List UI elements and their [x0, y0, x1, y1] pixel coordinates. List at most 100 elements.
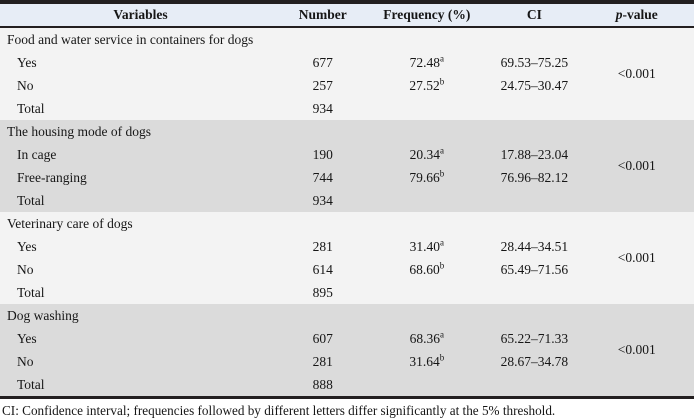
total-row: Total 934 — [0, 97, 694, 120]
number-cell: 677 — [312, 54, 333, 70]
number-cell: 895 — [312, 284, 333, 300]
section-food-water-service: Food and water service in containers for… — [0, 27, 694, 120]
p-value-cell: <0.001 — [617, 66, 656, 81]
col-header-number: Number — [298, 7, 347, 22]
significance-letter: b — [439, 76, 445, 86]
p-value-cell — [579, 97, 694, 120]
col-header-variables: Variables — [113, 7, 168, 22]
ci-cell — [489, 189, 579, 212]
table-row: Free-ranging 744 79.66b 76.96–82.12 — [0, 166, 694, 189]
frequency-value: 31.64 — [409, 353, 440, 369]
significance-letter: b — [439, 352, 445, 362]
table-footnote: CI: Confidence interval; frequencies fol… — [0, 399, 694, 419]
row-label: Yes — [17, 330, 37, 346]
number-cell: 934 — [312, 192, 333, 208]
ci-cell: 24.75–30.47 — [500, 77, 569, 93]
row-label: Total — [17, 376, 45, 392]
number-cell: 607 — [312, 330, 333, 346]
row-label: Total — [17, 192, 45, 208]
significance-letter: b — [439, 260, 445, 270]
ci-cell — [489, 281, 579, 304]
frequency-cell: 72.48a — [364, 51, 489, 74]
section-title: Food and water service in containers for… — [7, 31, 254, 47]
frequency-cell: 79.66b — [364, 166, 489, 189]
total-row: Total 895 — [0, 281, 694, 304]
frequency-cell — [364, 281, 489, 304]
table-row: Yes 677 72.48a 69.53–75.25 <0.001 — [0, 51, 694, 82]
ci-cell: 17.88–23.04 — [500, 146, 569, 162]
row-label: No — [17, 77, 34, 93]
table-header: Variables Number Frequency (%) CI p-valu… — [0, 2, 694, 27]
row-label: Yes — [17, 54, 37, 70]
p-italic: p — [615, 7, 623, 22]
number-cell: 281 — [312, 238, 333, 254]
number-cell: 281 — [312, 353, 333, 369]
p-value-cell — [579, 373, 694, 398]
number-cell: 190 — [312, 146, 333, 162]
number-cell: 744 — [312, 169, 333, 185]
table-row: No 614 68.60b 65.49–71.56 — [0, 258, 694, 281]
p-suffix: -value — [622, 7, 658, 22]
frequency-cell: 27.52b — [364, 74, 489, 97]
col-header-frequency: Frequency (%) — [383, 7, 471, 22]
table-row: No 257 27.52b 24.75–30.47 — [0, 74, 694, 97]
frequency-value: 20.34 — [409, 146, 440, 162]
col-header-p-value: p-value — [579, 2, 694, 27]
section-veterinary-care: Veterinary care of dogs Yes 281 31.40a 2… — [0, 212, 694, 304]
number-cell: 888 — [312, 376, 333, 392]
number-cell: 614 — [312, 261, 333, 277]
frequency-cell — [364, 189, 489, 212]
section-title-row: The housing mode of dogs — [0, 120, 694, 143]
significance-letter: a — [439, 237, 444, 247]
p-value-cell — [579, 281, 694, 304]
section-dog-washing: Dog washing Yes 607 68.36a 65.22–71.33 <… — [0, 304, 694, 398]
header-row: Variables Number Frequency (%) CI p-valu… — [0, 2, 694, 27]
row-label: No — [17, 261, 34, 277]
section-title: Dog washing — [7, 307, 79, 323]
p-value-cell: <0.001 — [617, 158, 656, 173]
total-row: Total 934 — [0, 189, 694, 212]
significance-letter: a — [439, 145, 444, 155]
frequency-cell: 20.34a — [364, 143, 489, 166]
frequency-cell: 68.60b — [364, 258, 489, 281]
significance-letter: a — [439, 53, 444, 63]
row-label: Total — [17, 284, 45, 300]
ci-cell: 28.44–34.51 — [500, 238, 569, 254]
frequency-value: 27.52 — [409, 77, 440, 93]
ci-cell: 65.49–71.56 — [500, 261, 569, 277]
p-value-cell: <0.001 — [617, 342, 656, 357]
frequency-value: 68.60 — [409, 261, 440, 277]
row-label: No — [17, 353, 34, 369]
section-title-row: Dog washing — [0, 304, 694, 327]
number-cell: 934 — [312, 100, 333, 116]
frequency-value: 68.36 — [409, 330, 440, 346]
table-row: In cage 190 20.34a 17.88–23.04 <0.001 — [0, 143, 694, 174]
row-label: Yes — [17, 238, 37, 254]
section-title-row: Veterinary care of dogs — [0, 212, 694, 235]
row-label: Total — [17, 100, 45, 116]
frequency-cell — [364, 373, 489, 398]
ci-cell: 65.22–71.33 — [500, 330, 569, 346]
section-title: The housing mode of dogs — [7, 123, 151, 139]
section-title: Veterinary care of dogs — [7, 215, 133, 231]
table-row: No 281 31.64b 28.67–34.78 — [0, 350, 694, 373]
ci-cell: 69.53–75.25 — [500, 54, 569, 70]
statistics-table: Variables Number Frequency (%) CI p-valu… — [0, 0, 694, 399]
row-label: In cage — [17, 146, 57, 162]
number-cell: 257 — [312, 77, 333, 93]
section-title-row: Food and water service in containers for… — [0, 27, 694, 51]
table-row: Yes 281 31.40a 28.44–34.51 <0.001 — [0, 235, 694, 266]
significance-letter: b — [439, 168, 445, 178]
p-value-cell — [579, 189, 694, 212]
table-row: Yes 607 68.36a 65.22–71.33 <0.001 — [0, 327, 694, 358]
frequency-value: 79.66 — [409, 169, 440, 185]
frequency-cell: 68.36a — [364, 327, 489, 350]
section-housing-mode: The housing mode of dogs In cage 190 20.… — [0, 120, 694, 212]
frequency-value: 72.48 — [409, 54, 440, 70]
frequency-value: 31.40 — [409, 238, 440, 254]
frequency-cell: 31.64b — [364, 350, 489, 373]
frequency-cell: 31.40a — [364, 235, 489, 258]
p-value-cell: <0.001 — [617, 250, 656, 265]
ci-cell — [489, 373, 579, 398]
